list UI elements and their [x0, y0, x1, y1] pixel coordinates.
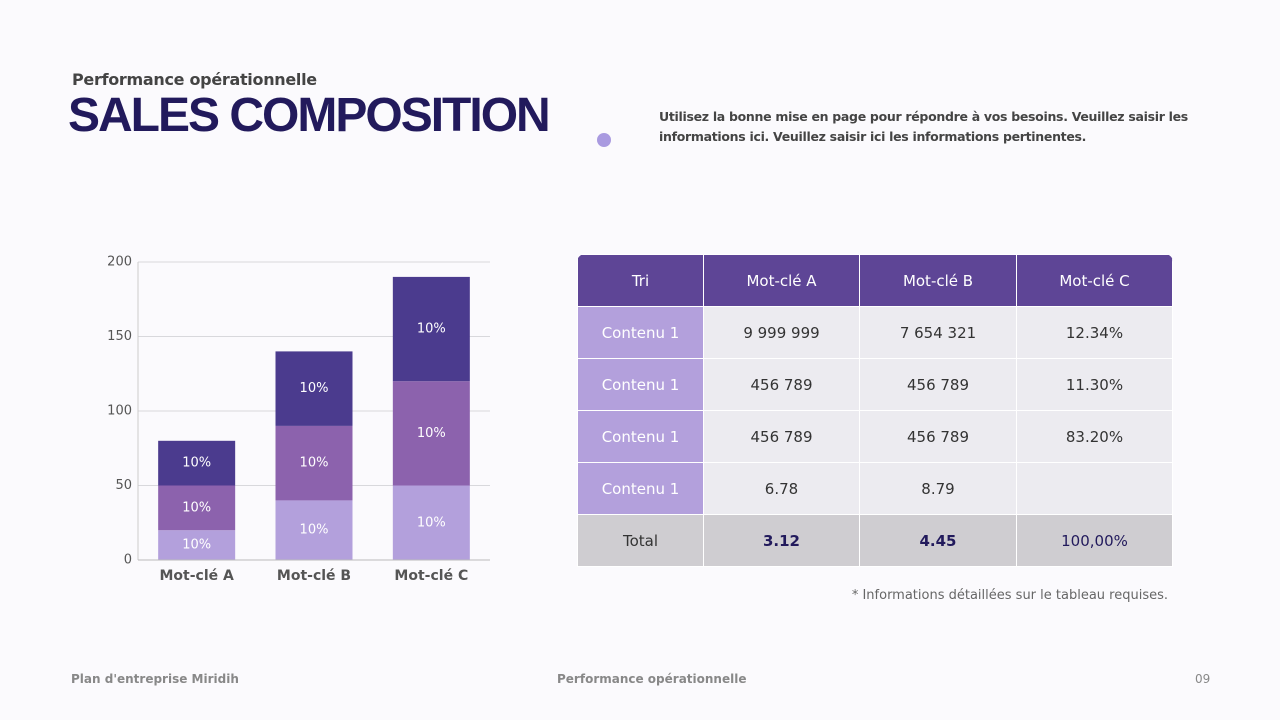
y-tick-label: 50	[115, 478, 132, 493]
table-cell: 456 789	[859, 358, 1017, 411]
segment-label: 10%	[300, 456, 329, 471]
table-cell: 8.79	[859, 462, 1017, 515]
segment-label: 10%	[182, 538, 211, 553]
segment-label: 10%	[300, 381, 329, 396]
bar-segment	[392, 485, 470, 560]
x-tick-label: Mot-clé B	[277, 568, 351, 584]
table-row: Contenu 1 456 789 456 789 83.20%	[577, 410, 1173, 463]
bar-segment	[275, 351, 353, 426]
bar-segment	[392, 381, 470, 486]
y-tick-label: 100	[107, 404, 132, 419]
table-cell: 11.30%	[1016, 358, 1173, 411]
table-row: Contenu 1 456 789 456 789 11.30%	[577, 358, 1173, 411]
table-cell: Total	[577, 514, 704, 567]
table-cell: 4.45	[859, 514, 1017, 567]
page-number: 09	[1195, 672, 1211, 686]
segment-label: 10%	[182, 500, 211, 515]
footer-left: Plan d'entreprise Miridih	[71, 672, 239, 686]
table-cell: 100,00%	[1016, 514, 1173, 567]
table-row: Total 3.12 4.45 100,00%	[577, 514, 1173, 567]
table-cell: 456 789	[859, 410, 1017, 463]
title: SALES COMPOSITION	[68, 89, 551, 142]
table-cell: 456 789	[703, 358, 860, 411]
chart: 0 50 100 150 200 10% 10% 10% Mot-clé A 10% 10% 10% M…	[107, 255, 490, 584]
x-tick-label: Mot-clé C	[394, 568, 468, 584]
decor-dot	[597, 133, 611, 147]
table-cell: Mot-clé B	[859, 254, 1017, 307]
bar-segment	[158, 530, 236, 560]
table-cell: 456 789	[703, 410, 860, 463]
y-tick-label: 200	[107, 255, 132, 270]
table-cell: Contenu 1	[577, 358, 704, 411]
bar-segment	[392, 276, 470, 382]
table-row: Tri Mot-clé A Mot-clé B Mot-clé C	[577, 254, 1173, 307]
segment-label: 10%	[300, 523, 329, 538]
table-cell: Contenu 1	[577, 306, 704, 359]
segment-label: 10%	[182, 456, 211, 471]
table-cell: Contenu 1	[577, 462, 704, 515]
table-cell: 9 999 999	[703, 306, 860, 359]
table-cell: 7 654 321	[859, 306, 1017, 359]
table-cell: Mot-clé C	[1016, 254, 1173, 307]
segment-label: 10%	[417, 322, 446, 337]
table-cell: Tri	[577, 254, 704, 307]
bar-segment	[158, 440, 236, 486]
table-cell: 12.34%	[1016, 306, 1173, 359]
table-cell: Contenu 1	[577, 410, 704, 463]
table-cell	[1016, 462, 1173, 515]
segment-label: 10%	[417, 515, 446, 530]
footnote: * Informations détaillées sur le tableau…	[851, 588, 1168, 603]
y-tick-label: 0	[124, 553, 132, 568]
table-row: Contenu 1 6.78 8.79	[577, 462, 1173, 515]
table-cell: 3.12	[703, 514, 860, 567]
bar-segment	[275, 500, 353, 560]
x-tick-label: Mot-clé A	[159, 568, 234, 584]
subtitle: Performance opérationnelle	[72, 70, 317, 89]
table-cell: 83.20%	[1016, 410, 1173, 463]
segment-label: 10%	[417, 426, 446, 441]
y-tick-label: 150	[107, 329, 132, 344]
footer-center: Performance opérationnelle	[557, 672, 747, 686]
description: Utilisez la bonne mise en page pour répo…	[659, 109, 1188, 144]
table-cell: Mot-clé A	[703, 254, 860, 307]
bar-segment	[275, 425, 353, 501]
bar-segment	[158, 485, 236, 531]
table-cell: 6.78	[703, 462, 860, 515]
